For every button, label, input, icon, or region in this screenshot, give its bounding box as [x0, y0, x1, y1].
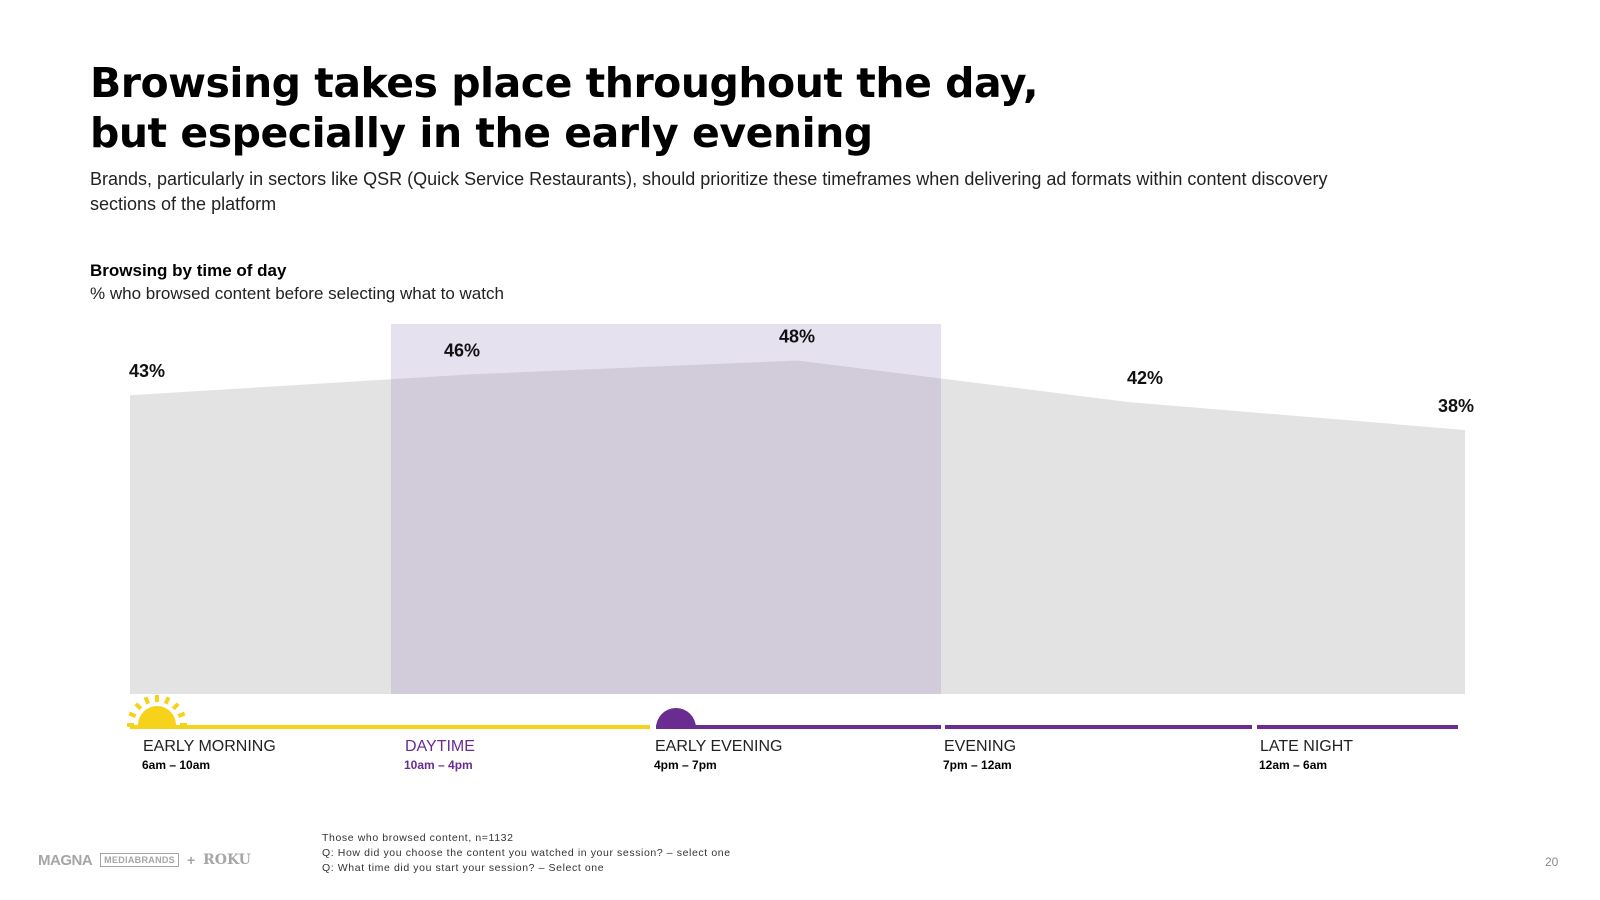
chart-subtitle: % who browsed content before selecting w…: [90, 284, 504, 303]
page-title: Browsing takes place throughout the day,…: [90, 58, 1190, 158]
plus-sign: +: [186, 852, 196, 868]
footnote-line: Q: How did you choose the content you wa…: [322, 847, 731, 859]
page-number: 20: [1545, 855, 1559, 869]
sunset-icon: [656, 708, 696, 728]
segment-label: EARLY EVENING: [655, 738, 783, 755]
footnotes: Those who browsed content, n=1132 Q: How…: [322, 831, 731, 876]
chart-title: Browsing by time of day: [90, 261, 287, 280]
segment-time: 6am – 10am: [142, 758, 211, 772]
magna-logo: MAGNA: [38, 851, 93, 869]
data-label: 48%: [779, 327, 815, 347]
data-label: 38%: [1438, 396, 1474, 416]
page-subtitle: Brands, particularly in sectors like QSR…: [90, 169, 1328, 214]
roku-logo: ROKU: [203, 852, 251, 868]
mediabrands-logo: MEDIABRANDS: [100, 853, 179, 867]
sun-icon: [127, 695, 187, 727]
footnote-line: Q: What time did you start your session?…: [322, 862, 605, 874]
logo-bar: MAGNA MEDIABRANDS + ROKU: [38, 850, 251, 870]
segment-label: EARLY MORNING: [143, 738, 276, 755]
data-label: 42%: [1127, 368, 1163, 388]
highlight-overlap: [391, 360, 941, 694]
segment-label: EVENING: [944, 738, 1017, 755]
data-label: 46%: [444, 340, 480, 360]
segment-time: 10am – 4pm: [404, 758, 473, 772]
footnote-line: Those who browsed content, n=1132: [322, 832, 514, 844]
segment-time: 4pm – 7pm: [654, 758, 717, 772]
segment-label: DAYTIME: [405, 738, 475, 755]
data-label: 43%: [129, 361, 165, 381]
segment-time: 7pm – 12am: [943, 758, 1012, 772]
segment-label: LATE NIGHT: [1260, 738, 1354, 755]
page-title-line-1: Browsing takes place throughout the day,: [90, 59, 1039, 107]
segment-time: 12am – 6am: [1259, 758, 1328, 772]
page-title-line-2: but especially in the early evening: [90, 109, 873, 157]
